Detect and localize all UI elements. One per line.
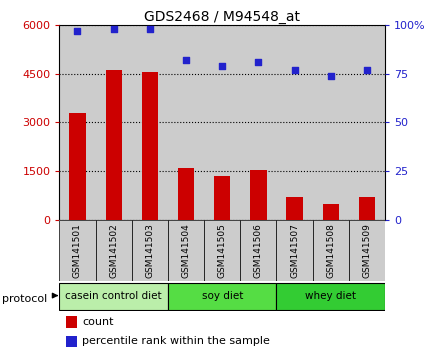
Point xyxy=(74,28,81,34)
Point xyxy=(363,67,370,73)
Text: casein control diet: casein control diet xyxy=(66,291,162,301)
Bar xyxy=(204,220,240,281)
Bar xyxy=(70,113,86,220)
Bar xyxy=(276,282,385,310)
Text: whey diet: whey diet xyxy=(305,291,356,301)
Bar xyxy=(313,25,349,220)
Bar xyxy=(59,220,95,281)
Bar xyxy=(276,25,313,220)
Point xyxy=(291,67,298,73)
Text: GSM141507: GSM141507 xyxy=(290,223,299,278)
Bar xyxy=(168,282,276,310)
Bar xyxy=(95,220,132,281)
Text: GSM141502: GSM141502 xyxy=(109,223,118,278)
Text: GSM141503: GSM141503 xyxy=(145,223,154,278)
Text: GSM141505: GSM141505 xyxy=(218,223,227,278)
Point xyxy=(255,59,262,65)
Text: GSM141501: GSM141501 xyxy=(73,223,82,278)
Bar xyxy=(66,316,77,328)
Point xyxy=(110,26,117,32)
Title: GDS2468 / M94548_at: GDS2468 / M94548_at xyxy=(144,10,300,24)
Bar xyxy=(276,220,313,281)
Bar xyxy=(178,168,194,220)
Bar xyxy=(132,220,168,281)
Bar xyxy=(142,72,158,220)
Text: GSM141506: GSM141506 xyxy=(254,223,263,278)
Bar xyxy=(250,170,267,220)
Bar xyxy=(286,198,303,220)
Bar xyxy=(323,204,339,220)
Bar xyxy=(313,220,349,281)
Bar xyxy=(204,25,240,220)
Bar xyxy=(168,25,204,220)
Point xyxy=(219,63,226,69)
Point xyxy=(147,26,154,32)
Bar xyxy=(66,336,77,347)
Text: soy diet: soy diet xyxy=(202,291,243,301)
Bar xyxy=(240,25,276,220)
Text: GSM141504: GSM141504 xyxy=(182,223,191,278)
Text: count: count xyxy=(82,317,114,327)
Point xyxy=(327,73,334,79)
Text: protocol: protocol xyxy=(2,294,48,304)
Text: GSM141509: GSM141509 xyxy=(363,223,371,278)
Bar xyxy=(349,220,385,281)
Text: GSM141508: GSM141508 xyxy=(326,223,335,278)
Bar xyxy=(349,25,385,220)
Bar xyxy=(59,282,168,310)
Bar xyxy=(95,25,132,220)
Bar xyxy=(106,70,122,220)
Bar xyxy=(168,220,204,281)
Point xyxy=(183,57,190,63)
Bar xyxy=(240,220,276,281)
Bar xyxy=(359,198,375,220)
Bar xyxy=(59,25,95,220)
Bar xyxy=(214,176,231,220)
Text: percentile rank within the sample: percentile rank within the sample xyxy=(82,336,270,347)
Bar xyxy=(132,25,168,220)
